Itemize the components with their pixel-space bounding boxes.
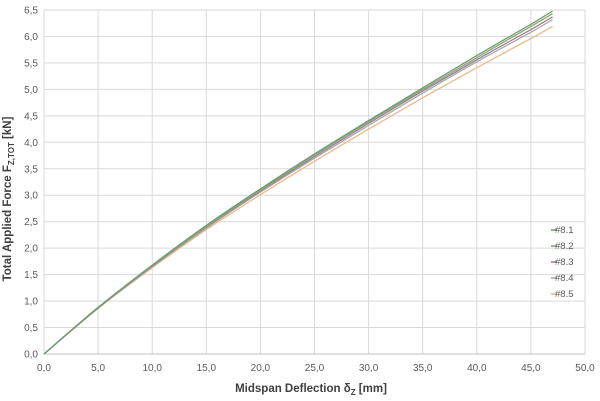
- legend-label: #8.3: [555, 257, 574, 268]
- series-line-8-4: [43, 18, 553, 355]
- series-line-8-5: [43, 25, 553, 355]
- legend-label: #8.2: [555, 241, 574, 252]
- legend-label: #8.1: [555, 225, 574, 236]
- y-tick-label: 0,5: [24, 323, 38, 334]
- y-tick-label: 6,0: [24, 32, 38, 43]
- series-line-8-1: [43, 10, 553, 355]
- grid: [43, 9, 586, 355]
- x-tick-label: 5,0: [91, 363, 105, 374]
- y-tick-label: 4,0: [24, 138, 38, 149]
- y-tick-label: 0,0: [24, 350, 38, 361]
- y-tick-label: 5,0: [24, 85, 38, 96]
- legend: #8.1 #8.2 #8.3 #8.4 #8.5: [551, 225, 574, 300]
- y-tick-label: 2,0: [24, 244, 38, 255]
- x-tick-label: 50,0: [575, 363, 595, 374]
- y-tick-label: 1,5: [24, 270, 38, 281]
- series-line-8-2: [43, 13, 553, 355]
- legend-item: #8.1: [551, 225, 574, 236]
- legend-item: #8.3: [551, 257, 574, 268]
- legend-item: #8.4: [551, 273, 574, 284]
- x-tick-label: 10,0: [142, 363, 162, 374]
- y-tick-label: 5,5: [24, 58, 38, 69]
- series-lines: [43, 10, 553, 355]
- y-tick-label: 2,5: [24, 217, 38, 228]
- x-tick-label: 15,0: [197, 363, 217, 374]
- y-tick-label: 1,0: [24, 297, 38, 308]
- x-tick-label: 0,0: [37, 363, 51, 374]
- x-tick-label: 40,0: [467, 363, 487, 374]
- y-tick-label: 6,5: [24, 6, 38, 17]
- y-tick-label: 3,0: [24, 191, 38, 202]
- y-tick-label: 4,5: [24, 111, 38, 122]
- legend-label: #8.4: [555, 273, 574, 284]
- legend-label: #8.5: [555, 289, 574, 300]
- x-tick-label: 45,0: [521, 363, 541, 374]
- legend-item: #8.5: [551, 289, 574, 300]
- y-axis-title: Total Applied Force FZ,TOT [kN]: [2, 116, 16, 281]
- x-tick-label: 20,0: [251, 363, 271, 374]
- x-tick-label: 30,0: [359, 363, 379, 374]
- y-tick-label: 3,5: [24, 164, 38, 175]
- legend-item: #8.2: [551, 241, 574, 252]
- axes: 0,0 5,0 10,0 15,0 20,0 25,0 30,0 35,0 40,0 45,0 50…: [24, 6, 595, 375]
- x-axis-title: Midspan Deflection δZ [mm]: [235, 383, 387, 397]
- x-tick-label: 25,0: [305, 363, 325, 374]
- x-tick-label: 35,0: [413, 363, 433, 374]
